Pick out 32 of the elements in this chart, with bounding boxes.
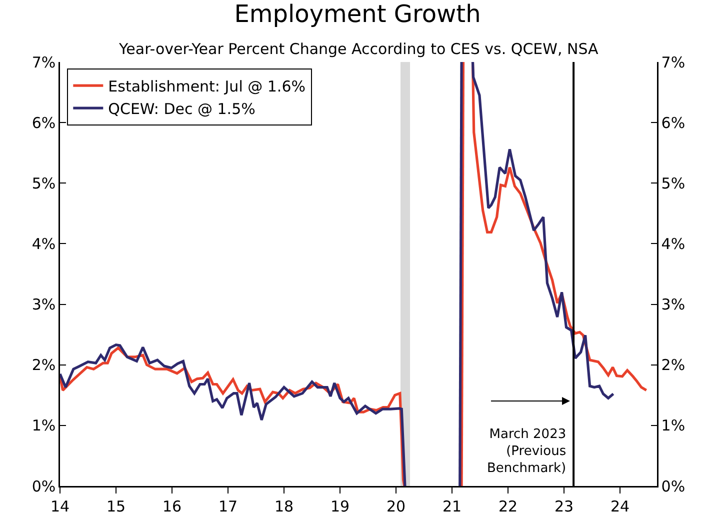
y-tick-label: 2%	[32, 356, 56, 374]
x-tick-label: 24	[610, 497, 630, 515]
y2-tick-label: 5%	[661, 174, 686, 192]
x-tick-label: 22	[498, 497, 518, 515]
chart-subtitle: Year-over-Year Percent Change According to CES vs. QCEW, NSA	[118, 40, 600, 58]
y-tick-label: 0%	[32, 477, 56, 496]
y-tick-label: 3%	[32, 296, 56, 314]
y2-tick-label: 3%	[661, 296, 686, 314]
x-tick-label: 14	[50, 497, 70, 515]
x-tick-label: 21	[442, 497, 462, 515]
x-tick-label: 19	[330, 497, 350, 515]
ref-line-label: March 2023 (Previous Benchmark)	[487, 427, 566, 476]
x-tick-label: 23	[554, 497, 574, 515]
legend-label: QCEW: Dec @ 1.5%	[108, 100, 256, 118]
chart-title: Employment Growth	[234, 0, 481, 28]
y2-tick-label: 6%	[661, 114, 686, 132]
y-tick-label: 7%	[32, 53, 56, 72]
y-tick-label: 6%	[32, 114, 56, 132]
x-tick-label: 17	[218, 497, 238, 515]
y2-tick-label: 2%	[661, 356, 686, 374]
y2-tick-label: 7%	[661, 53, 686, 72]
y2-tick-label: 0%	[661, 477, 686, 496]
legend-label: Establishment: Jul @ 1.6%	[108, 77, 306, 96]
x-tick-label: 20	[386, 497, 406, 515]
y2-tick-label: 4%	[661, 234, 686, 253]
y2-tick-label: 1%	[661, 416, 686, 435]
y-tick-label: 5%	[32, 174, 56, 192]
y-tick-label: 4%	[32, 234, 56, 253]
y-tick-label: 1%	[32, 416, 56, 435]
x-tick-label: 15	[106, 497, 126, 515]
x-tick-label: 16	[162, 497, 182, 515]
x-tick-label: 18	[274, 497, 294, 515]
